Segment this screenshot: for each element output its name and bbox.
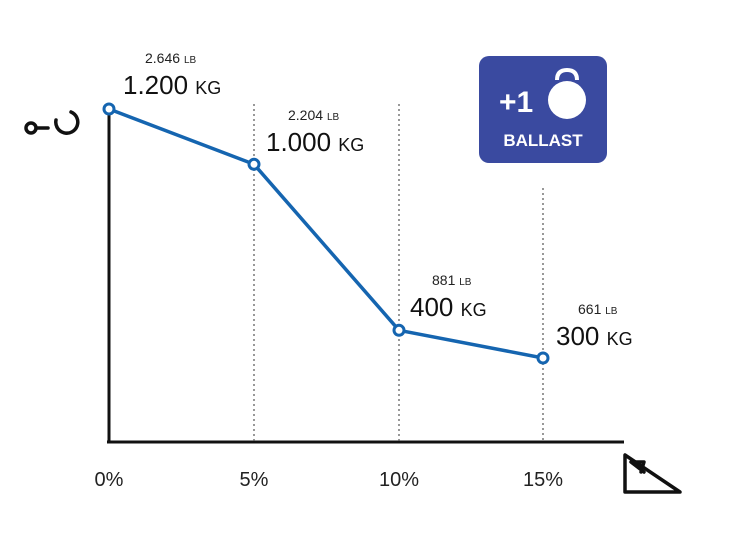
data-label-kg: 300 KG — [556, 321, 633, 351]
incline-slope-icon — [623, 453, 682, 494]
x-tick-labels: 0% 5% 10% 15% — [95, 469, 564, 491]
ballast-count: +1 — [499, 86, 533, 119]
x-tick-label: 5% — [240, 469, 269, 491]
ballast-badge: +1 BALLAST — [479, 56, 607, 163]
data-label-kg: 1.000 KG — [266, 127, 364, 157]
x-tick-label: 15% — [523, 469, 563, 491]
data-label-lb: 881 LB — [432, 272, 472, 288]
tow-hook-icon — [24, 110, 80, 135]
series — [102, 102, 550, 365]
data-label-kg: 400 KG — [410, 292, 487, 322]
x-tick-label: 10% — [379, 469, 419, 491]
data-label-lb: 661 LB — [578, 301, 618, 317]
data-label-lb: 2.646 LB — [145, 50, 196, 66]
data-labels: 2.646 LB 1.200 KG 2.204 LB 1.000 KG 881 LB 40… — [123, 50, 633, 351]
series-line — [108, 107, 544, 360]
ballast-label: BALLAST — [503, 131, 583, 150]
data-point — [102, 102, 116, 116]
data-point — [392, 323, 406, 337]
data-point — [247, 157, 261, 171]
data-label-kg: 1.200 KG — [123, 70, 221, 100]
data-label-lb: 2.204 LB — [288, 107, 339, 123]
data-point — [536, 351, 550, 365]
kettlebell-icon — [548, 67, 586, 119]
x-tick-label: 0% — [95, 469, 124, 491]
